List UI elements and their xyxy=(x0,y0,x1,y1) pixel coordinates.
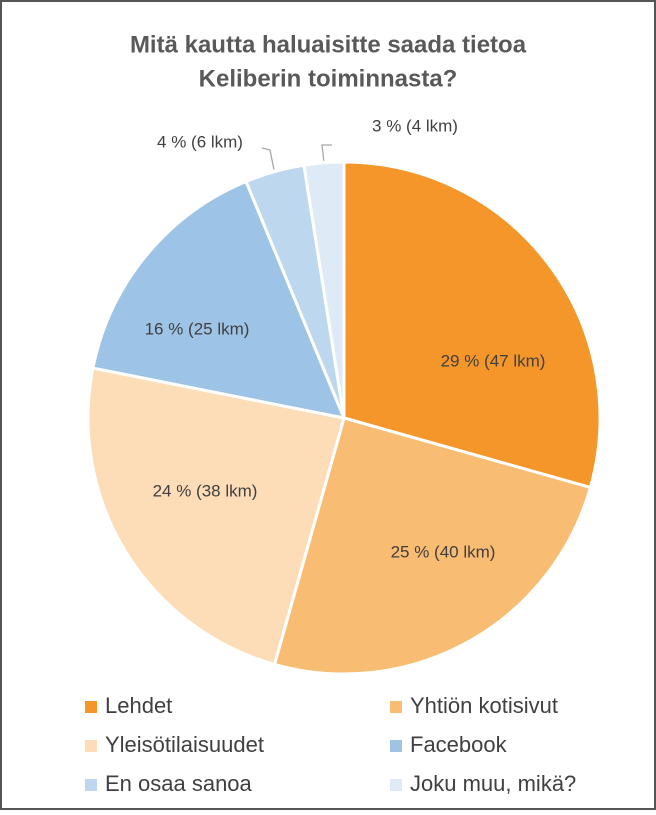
legend-label: Joku muu, mikä? xyxy=(410,771,576,796)
pie-slice xyxy=(272,416,593,676)
legend-label: Yhtiön kotisivut xyxy=(410,693,558,718)
data-label: 3 % (4 lkm) xyxy=(372,116,458,135)
pie-slice xyxy=(342,160,602,490)
legend-swatch xyxy=(390,779,402,791)
legend-label: Facebook xyxy=(410,732,508,757)
legend-swatch xyxy=(85,779,97,791)
legend-swatch xyxy=(85,740,97,752)
pie-slice xyxy=(91,179,347,421)
data-label: 16 % (25 lkm) xyxy=(145,319,250,338)
chart-subtitle: Keliberin toiminnasta? xyxy=(199,65,458,92)
data-label: 24 % (38 lkm) xyxy=(153,481,258,500)
legend-swatch xyxy=(85,701,97,713)
data-label: 25 % (40 lkm) xyxy=(391,542,496,561)
legend-label: Yleisötilaisuudet xyxy=(105,732,264,757)
legend-swatch xyxy=(390,740,402,752)
leader-line xyxy=(321,144,332,161)
leader-line xyxy=(261,147,275,170)
legend-swatch xyxy=(390,701,402,713)
data-label: 4 % (6 lkm) xyxy=(157,132,243,151)
data-label: 29 % (47 lkm) xyxy=(441,351,546,370)
legend-label: Lehdet xyxy=(105,693,172,718)
pie-slice xyxy=(302,160,346,419)
legend-label: En osaa sanoa xyxy=(105,771,253,796)
chart-title: Mitä kautta haluaisitte saada tietoa xyxy=(130,31,527,58)
pie-slice xyxy=(86,366,346,667)
